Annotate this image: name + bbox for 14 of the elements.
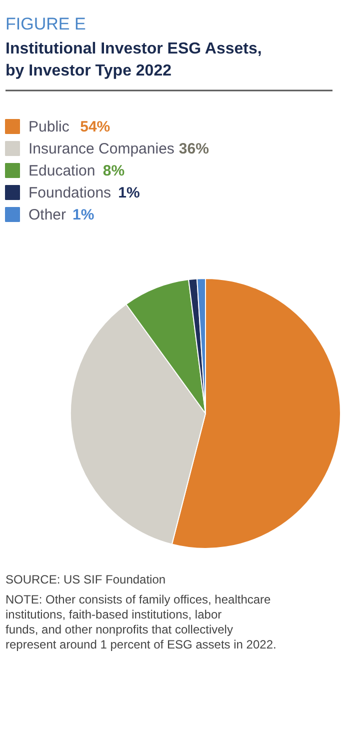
legend-label: Foundations — [28, 184, 112, 202]
data-label: 1% — [118, 184, 140, 202]
legend-label: Education — [28, 162, 96, 180]
chart-subtitle: FIGURE E — [6, 14, 86, 34]
data-label: 1% — [72, 206, 94, 224]
text: NOTE: Other consists of family offices, healthcare institutions, faith-based institutions, labor funds, and other nonprofits that collectively represent around 1 percent of ESG assets in 2022. — [6, 592, 276, 652]
data-label: 8% — [102, 162, 125, 180]
legend-label: Public — [28, 118, 70, 136]
legend-label: Other — [28, 206, 66, 224]
data-label: 36% — [178, 140, 209, 158]
data-label: 54% — [80, 118, 110, 136]
legend-label: Insurance Companies — [28, 140, 174, 158]
source-note: SOURCE: US SIF Foundation — [6, 572, 166, 586]
chart-title: Institutional Investor ESG Assets, by Investor Type 2022 — [6, 40, 262, 80]
